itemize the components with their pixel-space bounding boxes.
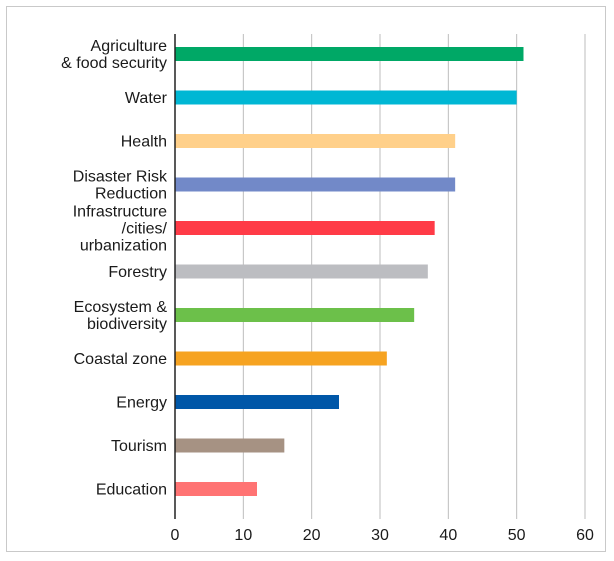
category-label-6: Ecosystem & biodiversity xyxy=(74,299,168,333)
x-tick-label-30: 30 xyxy=(371,527,389,544)
bar-1 xyxy=(175,90,517,105)
x-tick-label-50: 50 xyxy=(508,527,526,544)
bar-7 xyxy=(175,351,387,366)
bar-3 xyxy=(175,177,456,192)
category-label-5: Forestry xyxy=(108,264,167,281)
category-label-4: Infrastructure/cities/urbanization xyxy=(73,204,168,255)
x-tick-label-60: 60 xyxy=(576,527,594,544)
category-label-layer: Agriculture & food security Water Health Dis… xyxy=(61,38,168,499)
category-label-10: Education xyxy=(96,482,167,499)
bar-layer xyxy=(175,47,524,496)
grid-layer xyxy=(242,34,586,519)
category-label-7: Coastal zone xyxy=(74,351,167,368)
x-tick-label-20: 20 xyxy=(303,527,321,544)
category-label-8: Energy xyxy=(116,395,167,412)
bar-8 xyxy=(175,395,339,409)
x-tick-label-40: 40 xyxy=(439,527,457,544)
category-label-9: Tourism xyxy=(111,438,167,455)
bar-10 xyxy=(175,482,257,496)
bar-0 xyxy=(175,47,524,61)
bar-6 xyxy=(175,308,415,322)
tick-label-layer: 0 10 20 30 40 50 60 xyxy=(171,527,594,544)
bar-2 xyxy=(175,134,456,148)
bar-5 xyxy=(175,264,428,279)
bar-4 xyxy=(175,221,435,235)
bar-9 xyxy=(175,438,285,453)
category-label-0: Agriculture & food security xyxy=(61,38,167,72)
x-tick-label-10: 10 xyxy=(234,527,252,544)
category-label-1: Water xyxy=(125,90,168,107)
x-tick-label-0: 0 xyxy=(171,527,180,544)
category-label-3: Disaster Risk Reduction xyxy=(73,169,168,203)
category-label-2: Health xyxy=(121,134,167,151)
